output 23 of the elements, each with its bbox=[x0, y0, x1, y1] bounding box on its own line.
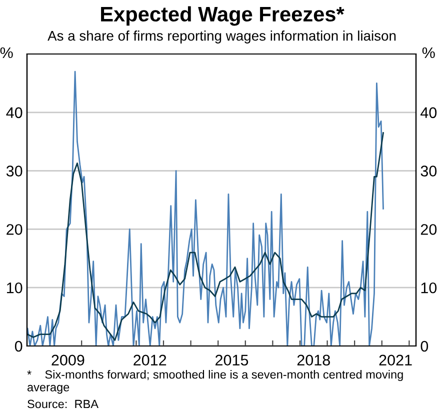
y-axis-title: % bbox=[0, 47, 13, 58]
source-note: Source: RBA bbox=[28, 400, 98, 408]
x-tick-label: 2009 bbox=[52, 354, 84, 366]
line-series bbox=[27, 132, 384, 341]
y-tick-label: 10 bbox=[7, 282, 22, 294]
y2-tick-label: 20 bbox=[420, 224, 437, 235]
chart-subtitle: As a share of firms reporting wages information in liaison bbox=[48, 30, 396, 44]
y-tick-label: 20 bbox=[6, 224, 22, 235]
x-tick-label: 2018 bbox=[297, 354, 330, 366]
y2-axis-title: % bbox=[422, 47, 435, 58]
x-tick-label: 2012 bbox=[134, 354, 166, 366]
y-tick-label: 0 bbox=[14, 340, 22, 352]
x-tick-label: 2021 bbox=[379, 354, 412, 366]
y-tick-label: 30 bbox=[6, 166, 22, 176]
y2-tick-label: 10 bbox=[421, 282, 437, 294]
chart-title: Expected Wage Freezes* bbox=[101, 6, 344, 26]
line-series bbox=[27, 70, 384, 346]
x-tick-label: 2015 bbox=[216, 354, 248, 366]
y2-tick-label: 40 bbox=[420, 107, 437, 118]
text: * Six-months forward; smoothed line is a seven-month centred moving average bbox=[27, 370, 403, 394]
y2-tick-label: 30 bbox=[420, 166, 437, 176]
y-tick-label: 40 bbox=[6, 107, 22, 118]
y2-tick-label: 0 bbox=[420, 340, 428, 352]
